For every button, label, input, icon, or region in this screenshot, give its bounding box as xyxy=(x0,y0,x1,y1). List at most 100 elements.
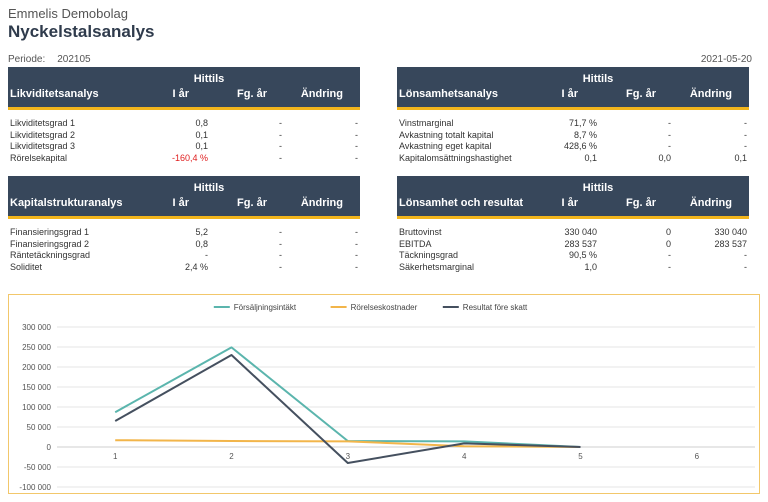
value-change: - xyxy=(355,261,358,272)
x-tick-label: 2 xyxy=(229,452,234,461)
value-previous: 0,0 xyxy=(658,152,671,163)
line-chart: -100 000 -50 000 0 50 000 100 000 150 000 200 … xyxy=(19,303,755,492)
value-change: - xyxy=(744,250,747,260)
table-row: Finansieringsgrad 2 0,8 - - xyxy=(8,239,360,251)
panel-likviditetsanalys: Hittils Likviditetsanalys I år Fg. år Ändrin… xyxy=(8,67,360,164)
table-row: Bruttovinst 330 040 0 330 040 xyxy=(397,227,749,239)
value-current: -160,4 % xyxy=(171,152,208,163)
value-current: 0,1 xyxy=(584,152,597,163)
row-label: Säkerhetsmarginal xyxy=(399,261,475,272)
panel-title: Likviditetsanalys xyxy=(10,88,99,100)
panel-header: Hittils Lönsamhetsanalys I år Fg. år Ändring xyxy=(397,67,749,110)
x-tick-label: 4 xyxy=(462,452,467,461)
panel-lonsamhet-och-resultat: Hittils Lönsamhet och resultat I år Fg. år Ä… xyxy=(397,176,749,273)
row-label: Avkastning eget kapital xyxy=(399,141,492,151)
value-current: 0,8 xyxy=(195,118,208,128)
value-previous: - xyxy=(279,261,282,272)
y-tick-label: 150 000 xyxy=(22,383,51,392)
row-label: Likviditetsgrad 3 xyxy=(10,141,76,151)
column-current: I år xyxy=(561,197,578,209)
row-label: Kapitalomsättningshastighet xyxy=(399,152,512,163)
x-tick-label: 6 xyxy=(695,452,700,461)
column-change: Ändring xyxy=(689,197,732,209)
table-row: Avkastning totalt kapital 8,7 % - - xyxy=(397,130,749,142)
panel-header: Hittils Lönsamhet och resultat I år Fg. år Ä… xyxy=(397,176,749,219)
table-row: Räntetäckningsgrad - - - xyxy=(8,250,360,262)
table-row: EBITDA 283 537 0 283 537 xyxy=(397,239,749,251)
panel-header: Hittils Likviditetsanalys I år Fg. år Ändrin… xyxy=(8,67,360,110)
row-label: Täckningsgrad xyxy=(399,250,459,260)
value-previous: - xyxy=(668,261,671,272)
value-current: 2,4 % xyxy=(184,261,208,272)
column-group-label: Hittils xyxy=(582,73,614,85)
y-tick-label: 50 000 xyxy=(27,423,52,432)
value-current: 0,1 xyxy=(195,129,208,140)
legend-label: Försäljningsintäkt xyxy=(234,303,297,312)
y-tick-label: 0 xyxy=(47,443,52,452)
row-label: Avkastning totalt kapital xyxy=(399,129,494,140)
value-change: - xyxy=(744,261,747,272)
column-group-label: Hittils xyxy=(193,182,225,194)
column-previous: Fg. år xyxy=(237,88,267,100)
table-row: Avkastning eget kapital 428,6 % - - xyxy=(397,141,749,153)
table-row: Likviditetsgrad 1 0,8 - - xyxy=(8,118,360,130)
row-label: Finansieringsgrad 2 xyxy=(10,238,90,249)
panel-kapitalstrukturanalys: Hittils Kapitalstrukturanalys I år Fg. år Än… xyxy=(8,176,360,273)
value-current: 1,0 xyxy=(584,261,597,272)
row-label: Likviditetsgrad 1 xyxy=(10,118,76,128)
row-label: EBITDA xyxy=(399,238,432,249)
value-change: - xyxy=(744,129,747,140)
value-current: 0,8 xyxy=(195,238,208,249)
column-previous: Fg. år xyxy=(237,197,267,209)
value-previous: - xyxy=(668,118,671,128)
y-tick-label: -50 000 xyxy=(24,463,52,472)
value-previous: - xyxy=(668,141,671,151)
table-row: Täckningsgrad 90,5 % - - xyxy=(397,250,749,262)
column-change: Ändring xyxy=(300,88,343,100)
value-change: 283 537 xyxy=(714,238,747,249)
x-tick-label: 1 xyxy=(113,452,118,461)
value-change: - xyxy=(355,129,358,140)
value-previous: 0 xyxy=(665,227,671,237)
value-current: 428,6 % xyxy=(563,141,597,151)
value-current: 330 040 xyxy=(564,227,597,237)
y-tick-label: 250 000 xyxy=(22,343,51,352)
value-current: 5,2 xyxy=(195,227,208,237)
table-row: Likviditetsgrad 3 0,1 - - xyxy=(8,141,360,153)
value-previous: - xyxy=(279,118,282,128)
row-label: Soliditet xyxy=(10,261,43,272)
table-row: Likviditetsgrad 2 0,1 - - xyxy=(8,130,360,142)
value-change: - xyxy=(355,118,358,128)
value-change: - xyxy=(355,238,358,249)
column-current: I år xyxy=(561,88,578,100)
row-label: Likviditetsgrad 2 xyxy=(10,129,76,140)
y-tick-label: -100 000 xyxy=(19,483,51,492)
period-label: Periode: xyxy=(8,54,46,65)
row-label: Rörelsekapital xyxy=(10,152,68,163)
panel-lonsamhetsanalys: Hittils Lönsamhetsanalys I år Fg. år Ändring… xyxy=(397,67,749,164)
panel-title: Kapitalstrukturanalys xyxy=(10,197,123,209)
value-previous: - xyxy=(279,152,282,163)
report-date: 2021-05-20 xyxy=(700,54,752,65)
column-change: Ändring xyxy=(300,197,343,209)
value-current: 90,5 % xyxy=(568,250,597,260)
value-change: - xyxy=(744,118,747,128)
value-change: - xyxy=(355,141,358,151)
value-previous: - xyxy=(279,238,282,249)
table-row: Rörelsekapital -160,4 % - - xyxy=(8,153,360,165)
value-previous: - xyxy=(279,129,282,140)
row-label: Finansieringsgrad 1 xyxy=(10,227,90,237)
value-change: - xyxy=(355,152,358,163)
row-label: Räntetäckningsgrad xyxy=(10,250,91,260)
column-group-label: Hittils xyxy=(582,182,614,194)
y-tick-label: 300 000 xyxy=(22,323,51,332)
company-name: Emmelis Demobolag xyxy=(8,6,128,21)
row-label: Bruttovinst xyxy=(399,227,442,237)
value-change: 0,1 xyxy=(734,152,747,163)
series-line xyxy=(114,354,581,464)
legend-label: Rörelseskostnader xyxy=(351,303,418,312)
x-tick-label: 3 xyxy=(346,452,351,461)
column-previous: Fg. år xyxy=(626,197,656,209)
value-previous: 0 xyxy=(665,238,671,249)
